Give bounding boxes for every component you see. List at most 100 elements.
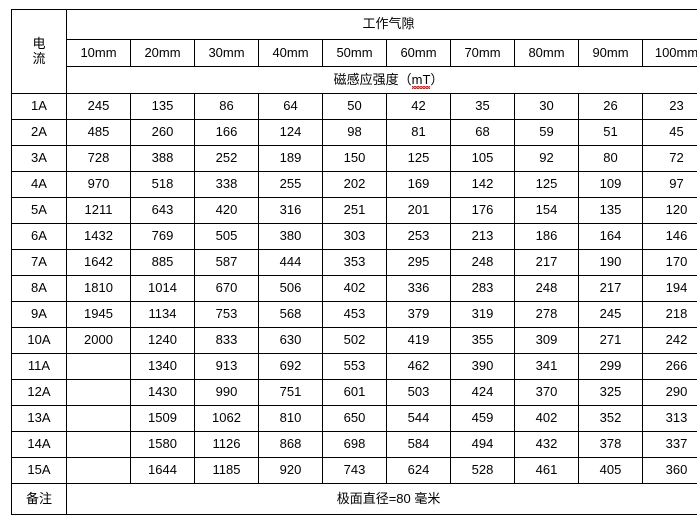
cell-6a-20mm: 769 — [131, 224, 195, 250]
cell-10a-90mm: 271 — [579, 328, 643, 354]
cell-5a-20mm: 643 — [131, 198, 195, 224]
cell-7a-40mm: 444 — [259, 250, 323, 276]
cell-4a-80mm: 125 — [515, 172, 579, 198]
working-air-gap-header: 工作气隙 — [67, 10, 697, 40]
cell-6a-10mm: 1432 — [67, 224, 131, 250]
cell-4a-60mm: 169 — [387, 172, 451, 198]
spellcheck-squiggle-icon — [412, 86, 431, 89]
cell-10a-40mm: 630 — [259, 328, 323, 354]
table-sheet: 电 流 工作气隙 10mm 20mm 30mm 40mm 50mm 60mm 7… — [0, 0, 697, 491]
unit-header-unit-text: mT — [412, 72, 431, 87]
cell-6a-60mm: 253 — [387, 224, 451, 250]
cell-9a-40mm: 568 — [259, 302, 323, 328]
table-row: 4A 970 518 338 255 202 169 142 125 109 9… — [12, 172, 697, 198]
cell-3a-80mm: 92 — [515, 146, 579, 172]
cell-5a-50mm: 251 — [323, 198, 387, 224]
header-row-group: 电 流 工作气隙 — [12, 10, 697, 40]
cell-3a-10mm: 728 — [67, 146, 131, 172]
unit-header-unit-misspelled: mT — [412, 73, 431, 88]
cell-9a-60mm: 379 — [387, 302, 451, 328]
cell-9a-20mm: 1134 — [131, 302, 195, 328]
cell-7a-10mm: 1642 — [67, 250, 131, 276]
cell-1a-60mm: 42 — [387, 94, 451, 120]
cell-15a-10mm — [67, 458, 131, 484]
cell-2a-90mm: 51 — [579, 120, 643, 146]
current-header-line2: 流 — [12, 52, 66, 67]
row-label-9a: 9A — [12, 302, 67, 328]
gap-header-30mm: 30mm — [195, 40, 259, 67]
table-row: 9A 1945 1134 753 568 453 379 319 278 245… — [12, 302, 697, 328]
header-row-unit: 磁感应强度（mT） — [12, 67, 697, 94]
cell-12a-60mm: 503 — [387, 380, 451, 406]
current-header-line1: 电 — [12, 37, 66, 52]
cell-15a-60mm: 624 — [387, 458, 451, 484]
cell-1a-90mm: 26 — [579, 94, 643, 120]
row-label-6a: 6A — [12, 224, 67, 250]
unit-header-suffix: ） — [430, 72, 443, 87]
cell-8a-80mm: 248 — [515, 276, 579, 302]
row-label-10a: 10A — [12, 328, 67, 354]
row-label-5a: 5A — [12, 198, 67, 224]
row-label-13a: 13A — [12, 406, 67, 432]
cell-13a-50mm: 650 — [323, 406, 387, 432]
cell-13a-10mm — [67, 406, 131, 432]
row-label-12a: 12A — [12, 380, 67, 406]
cell-14a-30mm: 1126 — [195, 432, 259, 458]
cell-3a-20mm: 388 — [131, 146, 195, 172]
row-label-14a: 14A — [12, 432, 67, 458]
table-row: 3A 728 388 252 189 150 125 105 92 80 72 — [12, 146, 697, 172]
cell-5a-90mm: 135 — [579, 198, 643, 224]
unit-header-prefix: 磁感应强度（ — [334, 72, 412, 87]
table-row: 11A 1340 913 692 553 462 390 341 299 266 — [12, 354, 697, 380]
cell-7a-30mm: 587 — [195, 250, 259, 276]
gap-header-10mm: 10mm — [67, 40, 131, 67]
cell-5a-80mm: 154 — [515, 198, 579, 224]
table-row: 12A 1430 990 751 601 503 424 370 325 290 — [12, 380, 697, 406]
cell-6a-100mm: 146 — [643, 224, 697, 250]
cell-14a-100mm: 337 — [643, 432, 697, 458]
cell-6a-70mm: 213 — [451, 224, 515, 250]
cell-10a-100mm: 242 — [643, 328, 697, 354]
row-label-11a: 11A — [12, 354, 67, 380]
cell-1a-70mm: 35 — [451, 94, 515, 120]
table-row: 13A 1509 1062 810 650 544 459 402 352 31… — [12, 406, 697, 432]
cell-3a-30mm: 252 — [195, 146, 259, 172]
cell-13a-20mm: 1509 — [131, 406, 195, 432]
cell-13a-30mm: 1062 — [195, 406, 259, 432]
cell-10a-70mm: 355 — [451, 328, 515, 354]
cell-3a-70mm: 105 — [451, 146, 515, 172]
note-text: 极面直径=80 毫米 — [67, 484, 697, 515]
cell-7a-50mm: 353 — [323, 250, 387, 276]
cell-14a-20mm: 1580 — [131, 432, 195, 458]
current-header-cell: 电 流 — [12, 10, 67, 94]
note-label: 备注 — [12, 484, 67, 515]
cell-4a-10mm: 970 — [67, 172, 131, 198]
cell-1a-10mm: 245 — [67, 94, 131, 120]
cell-9a-50mm: 453 — [323, 302, 387, 328]
cell-11a-90mm: 299 — [579, 354, 643, 380]
cell-13a-70mm: 459 — [451, 406, 515, 432]
cell-11a-100mm: 266 — [643, 354, 697, 380]
cell-2a-60mm: 81 — [387, 120, 451, 146]
cell-3a-50mm: 150 — [323, 146, 387, 172]
cell-10a-20mm: 1240 — [131, 328, 195, 354]
cell-8a-20mm: 1014 — [131, 276, 195, 302]
cell-11a-60mm: 462 — [387, 354, 451, 380]
cell-15a-50mm: 743 — [323, 458, 387, 484]
cell-9a-30mm: 753 — [195, 302, 259, 328]
cell-14a-10mm — [67, 432, 131, 458]
cell-2a-20mm: 260 — [131, 120, 195, 146]
cell-4a-30mm: 338 — [195, 172, 259, 198]
row-label-8a: 8A — [12, 276, 67, 302]
table-row: 7A 1642 885 587 444 353 295 248 217 190 … — [12, 250, 697, 276]
cell-12a-50mm: 601 — [323, 380, 387, 406]
cell-11a-10mm — [67, 354, 131, 380]
cell-6a-80mm: 186 — [515, 224, 579, 250]
cell-6a-40mm: 380 — [259, 224, 323, 250]
cell-8a-10mm: 1810 — [67, 276, 131, 302]
cell-7a-100mm: 170 — [643, 250, 697, 276]
cell-15a-20mm: 1644 — [131, 458, 195, 484]
cell-13a-40mm: 810 — [259, 406, 323, 432]
cell-2a-40mm: 124 — [259, 120, 323, 146]
cell-3a-40mm: 189 — [259, 146, 323, 172]
